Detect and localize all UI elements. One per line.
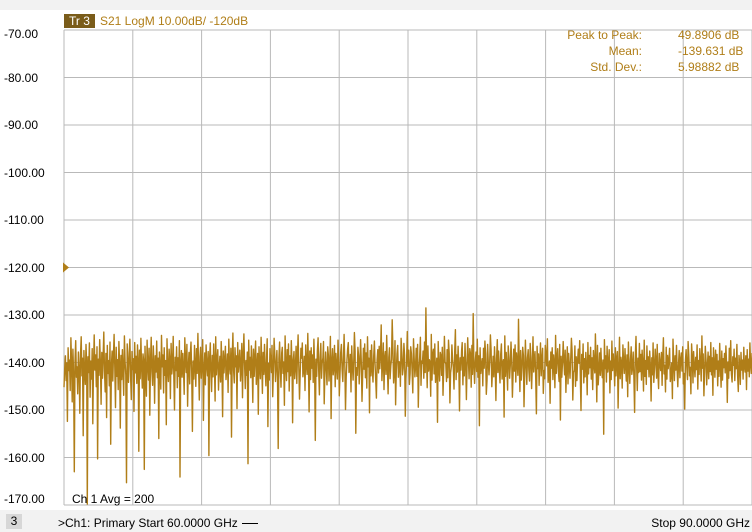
trace-legend-line [241,523,258,525]
stop-frequency[interactable]: Stop 90.0000 GHz [651,516,750,530]
channel-info[interactable]: >Ch1: Primary Start 60.0000 GHz [58,516,258,530]
trace-description[interactable]: S21 LogM 10.00dB/ -120dB [100,14,249,28]
status-footer: 3 >Ch1: Primary Start 60.0000 GHz Stop 9… [0,510,752,532]
mean-value: -139.631 dB [678,44,744,58]
trace-tag[interactable]: Tr 3 [64,14,95,28]
channel-info-text: >Ch1: Primary Start 60.0000 GHz [58,516,238,530]
peak-to-peak-value: 49.8906 dB [678,28,740,42]
reference-level-marker [63,262,69,273]
grid-lines [63,29,752,506]
y-tick-label: -140.00 [4,355,45,370]
trace-plot [63,29,752,506]
y-tick-label: -160.00 [4,450,45,465]
peak-to-peak-label: Peak to Peak: [567,28,642,42]
y-tick-label: -110.00 [4,213,44,227]
y-tick-label: -130.00 [4,308,45,322]
y-tick-label: -90.00 [4,118,39,132]
y-tick-label: -100.00 [4,165,45,180]
std-dev-label: Std. Dev.: [590,60,642,74]
y-tick-label: -120.00 [4,260,45,275]
trace-line [63,307,752,505]
y-tick-label: -70.00 [4,27,39,41]
y-tick-label: -170.00 [4,492,45,506]
y-tick-label: -80.00 [4,70,39,85]
mean-label: Mean: [608,44,642,58]
y-tick-label: -150.00 [4,403,45,417]
header-bar [0,0,752,10]
channel-number-badge[interactable]: 3 [6,514,22,529]
averaging-label: Ch 1 Avg = 200 [72,492,155,506]
std-dev-value: 5.98882 dB [678,60,740,74]
